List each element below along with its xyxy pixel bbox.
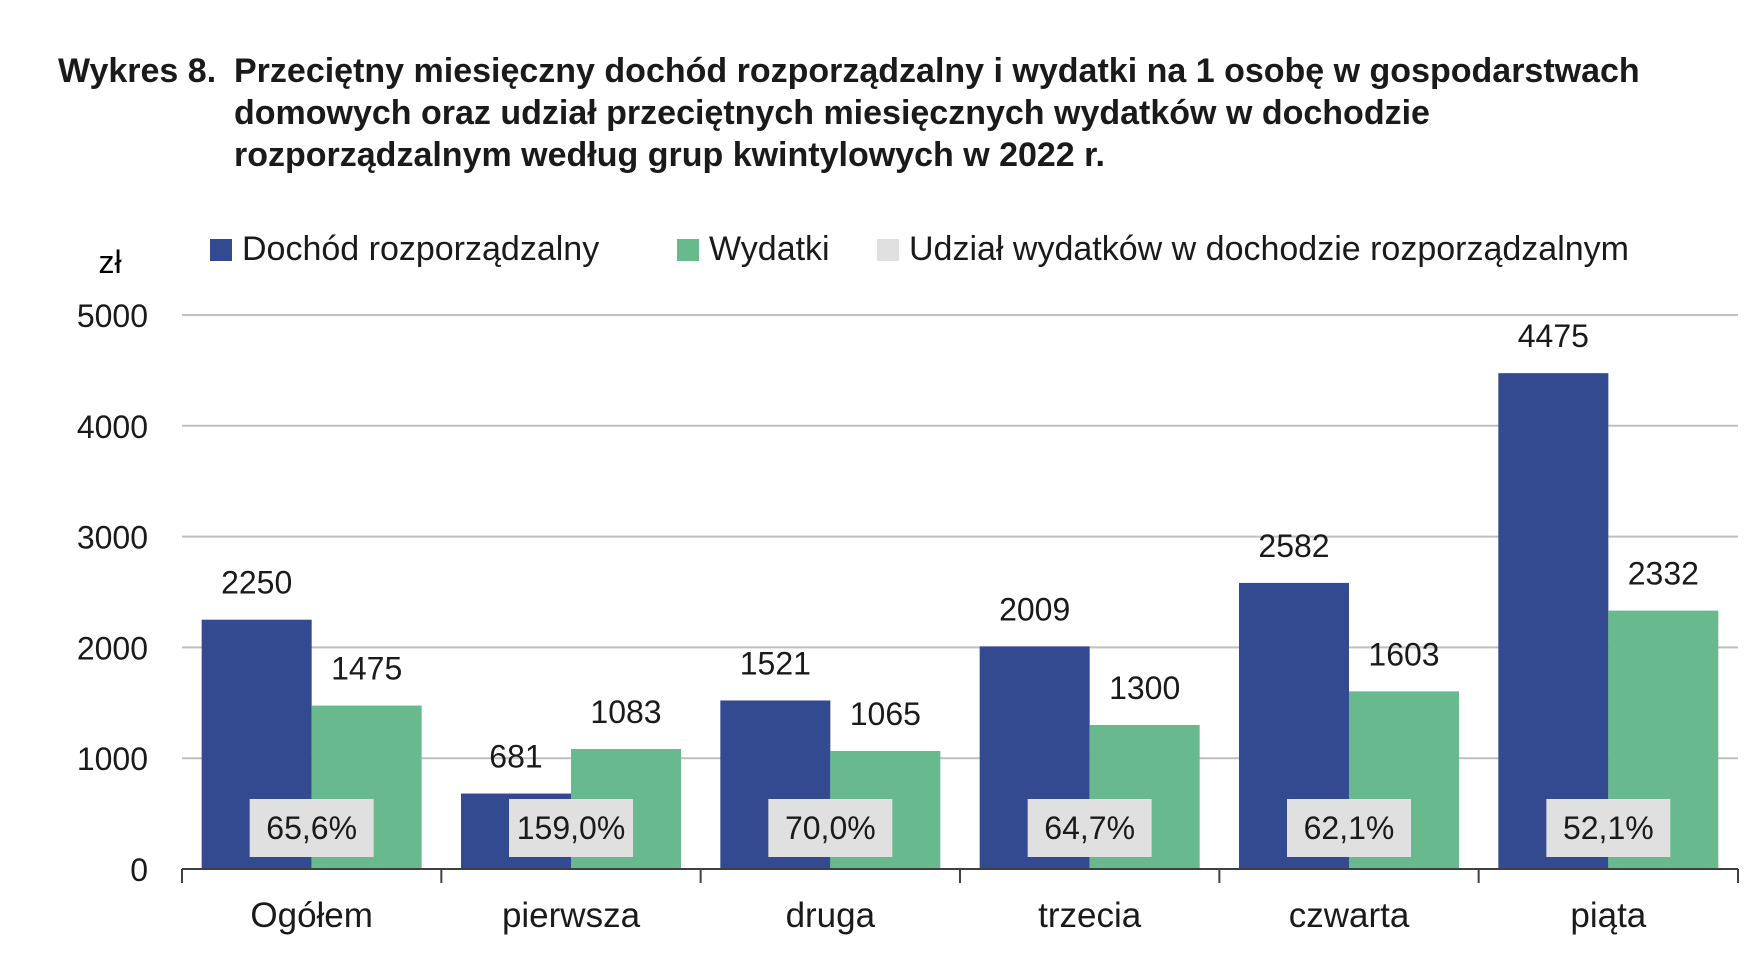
chart-title-prefix: Wykres 8. (58, 52, 217, 90)
y-axis-unit-label: zł (98, 244, 121, 280)
share-box-4 (1287, 799, 1411, 857)
share-box-0 (249, 799, 374, 857)
y-tick-label-1000: 1000 (77, 741, 148, 777)
x-tick-label-2: druga (786, 896, 876, 935)
data-label-income-0: 2250 (221, 565, 292, 601)
data-label-income-5: 4475 (1518, 318, 1589, 354)
data-label-expenses-2: 1065 (850, 696, 921, 732)
y-tick-label-3000: 3000 (77, 520, 148, 556)
x-tick-label-5: piąta (1570, 896, 1646, 935)
share-label-1: 159,0% (517, 810, 626, 846)
chart-title-line-1: Przeciętny miesięczny dochód rozporządza… (234, 52, 1640, 90)
legend-swatch-expenses (677, 238, 699, 261)
legend-item-share: Udział wydatków w dochodzie rozporządzal… (877, 230, 1629, 269)
x-tick-label-0: Ogółem (250, 896, 373, 935)
chart-title-line-3: rozporządzalnym według grup kwintylowych… (234, 136, 1105, 174)
x-tick-label-4: czwarta (1289, 896, 1410, 935)
chart-title-line-2: domowych oraz udział przeciętnych miesię… (234, 94, 1430, 132)
share-label-2: 70,0% (785, 810, 876, 846)
legend-label-income: Dochód rozporządzalny (242, 230, 600, 268)
data-label-income-2: 1521 (740, 645, 811, 681)
share-box-1 (509, 799, 633, 857)
x-tick-label-3: trzecia (1038, 896, 1142, 935)
y-tick-label-4000: 4000 (77, 409, 148, 445)
share-label-3: 64,7% (1044, 810, 1135, 846)
data-label-expenses-0: 1475 (331, 651, 402, 687)
share-label-0: 65,6% (266, 810, 357, 846)
data-label-expenses-5: 2332 (1628, 556, 1699, 592)
y-tick-label-5000: 5000 (77, 298, 148, 334)
legend-swatch-share (877, 238, 899, 261)
share-box-5 (1546, 799, 1671, 857)
share-box-2 (768, 799, 893, 857)
bar-income-5 (1498, 373, 1609, 869)
legend-swatch-income (210, 238, 232, 261)
y-tick-label-0: 0 (130, 852, 148, 888)
share-label-4: 62,1% (1304, 810, 1395, 846)
data-label-expenses-1: 1083 (590, 694, 661, 730)
data-label-expenses-3: 1300 (1109, 670, 1180, 706)
legend-item-income: Dochód rozporządzalny (210, 230, 599, 269)
data-label-income-3: 2009 (999, 591, 1070, 627)
x-tick-label-1: pierwsza (502, 896, 641, 935)
data-label-expenses-4: 1603 (1368, 636, 1439, 672)
share-label-5: 52,1% (1563, 810, 1654, 846)
data-label-income-1: 681 (489, 739, 542, 775)
legend-item-expenses: Wydatki (677, 230, 830, 269)
data-label-income-4: 2582 (1258, 528, 1329, 564)
share-box-3 (1027, 799, 1152, 857)
y-tick-label-2000: 2000 (77, 630, 148, 666)
legend-label-expenses: Wydatki (709, 230, 830, 268)
legend-label-share: Udział wydatków w dochodzie rozporządzal… (909, 230, 1629, 268)
